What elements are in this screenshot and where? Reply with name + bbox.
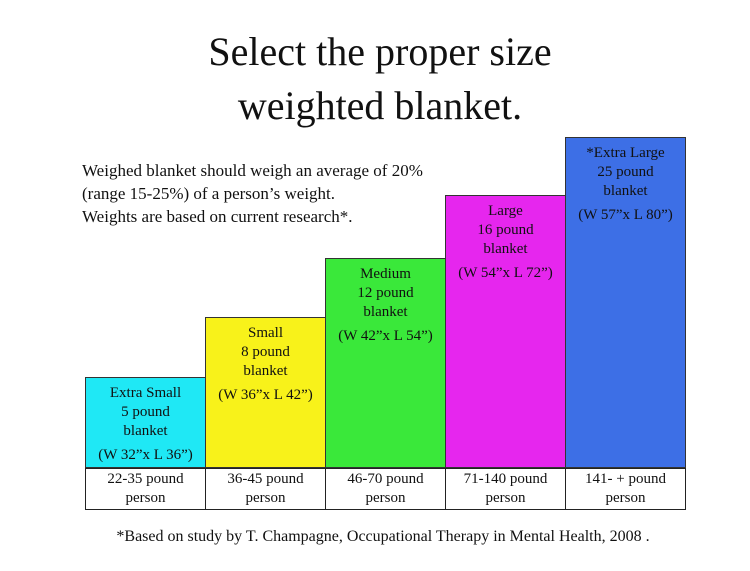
person-label: 36-45 pound xyxy=(227,471,304,487)
footnote: *Based on study by T. Champagne, Occupat… xyxy=(116,528,650,545)
size-label: blanket xyxy=(603,183,648,199)
size-label: Small xyxy=(247,325,283,341)
person-label: person xyxy=(485,490,526,506)
size-label: blanket xyxy=(363,304,408,320)
person-label: 22-35 pound xyxy=(107,471,184,487)
dimensions: (W 36”x L 42”) xyxy=(218,387,313,403)
size-label: Large xyxy=(488,203,523,219)
size-label: 8 pound xyxy=(241,344,290,360)
size-label: 16 pound xyxy=(477,222,534,238)
dimensions: (W 42”x L 54”) xyxy=(338,328,433,344)
person-label: person xyxy=(365,490,406,506)
size-bar: Medium 12 pound blanket (W 42”x L 54”) xyxy=(325,258,446,468)
person-cell: 71-140 pound person xyxy=(445,468,566,510)
size-label: blanket xyxy=(483,241,528,257)
size-label: blanket xyxy=(123,423,168,439)
size-label: 5 pound xyxy=(121,404,170,420)
person-label: person xyxy=(245,490,286,506)
person-cell: 36-45 pound person xyxy=(205,468,326,510)
title: weighted blanket. xyxy=(237,83,523,128)
dimensions: (W 32”x L 36”) xyxy=(98,447,193,463)
person-cell: 22-35 pound person xyxy=(85,468,206,510)
size-bar: Large 16 pound blanket (W 54”x L 72”) xyxy=(445,195,566,468)
size-label: *Extra Large xyxy=(586,145,665,161)
intro-text: Weights are based on current research*. xyxy=(82,207,353,226)
size-label: 12 pound xyxy=(357,285,414,301)
dimensions: (W 57”x L 80”) xyxy=(578,207,673,223)
person-label: person xyxy=(605,490,646,506)
person-label: 46-70 pound xyxy=(347,471,424,487)
size-bar: Small 8 pound blanket (W 36”x L 42”) xyxy=(205,317,326,468)
size-label: Medium xyxy=(360,266,411,282)
person-label: 141- + pound xyxy=(585,471,666,487)
dimensions: (W 54”x L 72”) xyxy=(458,265,553,281)
person-cell: 46-70 pound person xyxy=(325,468,446,510)
person-cell: 141- + pound person xyxy=(565,468,686,510)
size-bar: *Extra Large 25 pound blanket (W 57”x L 80”… xyxy=(565,137,686,468)
intro-text: (range 15-25%) of a person’s weight. xyxy=(82,184,336,203)
title: Select the proper size xyxy=(208,29,552,74)
size-bar: Extra Small 5 pound blanket (W 32”x L 36”) xyxy=(85,377,206,468)
size-label: blanket xyxy=(243,363,288,379)
size-label: 25 pound xyxy=(597,164,654,180)
size-label: Extra Small xyxy=(109,385,182,401)
person-label: 71-140 pound xyxy=(463,471,548,487)
person-label: person xyxy=(125,490,166,506)
intro-text: Weighed blanket should weigh an average … xyxy=(82,161,423,180)
